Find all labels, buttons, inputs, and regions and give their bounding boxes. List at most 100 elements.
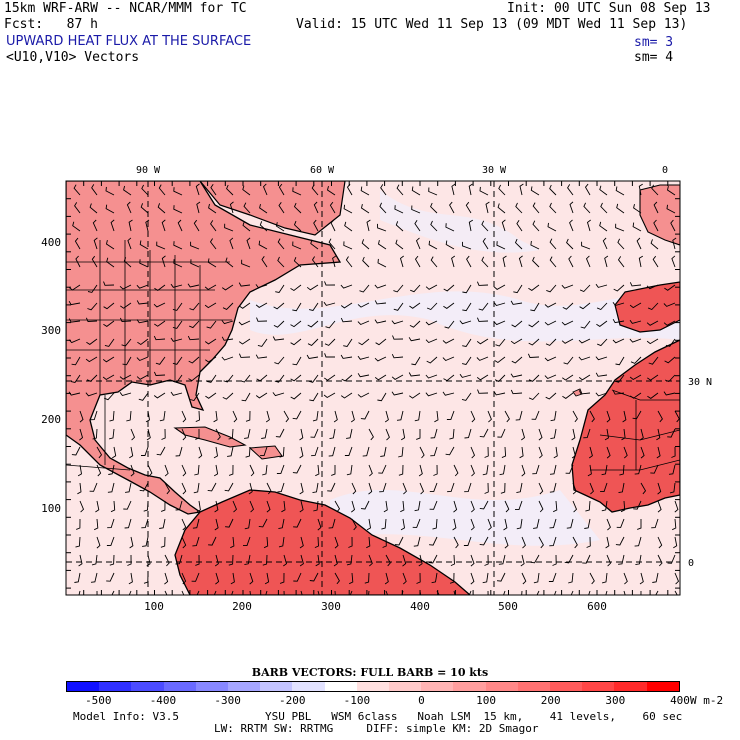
wind-barb [520,554,525,567]
wind-barb [261,428,268,439]
wind-barb [521,536,526,549]
wind-barb [481,220,489,232]
wind-barb [85,356,98,363]
wind-barb [238,320,251,326]
wind-barb [161,255,166,268]
physics-line-2: LW: RRTM SW: RRTMG DIFF: simple KM: 2D S… [214,722,539,735]
wind-barb [259,203,268,214]
wind-barb [566,518,574,529]
wind-barb [586,536,591,548]
wind-barb [584,518,591,529]
wind-barb [411,186,421,196]
wind-barb [468,219,474,232]
wind-barb [657,482,662,495]
vector-name: <U10,V10> Vectors [6,50,140,65]
wind-barb [308,374,319,383]
wind-barb [663,391,676,396]
wind-barb [309,392,319,402]
wind-barb [544,356,557,362]
wind-barb [96,536,101,549]
wind-barb [106,572,115,582]
wind-barb [549,482,557,493]
wind-barb [119,284,132,290]
wind-barb [143,500,149,512]
wind-barb [221,284,234,291]
wind-barb [104,338,115,347]
wind-barb [242,221,251,232]
wind-barb [510,373,523,378]
wind-barb [293,572,302,582]
wind-barb [343,241,353,250]
wind-barb [377,239,387,250]
wind-barb [395,221,404,232]
wind-barb [532,202,540,214]
wind-barb [306,354,319,359]
color-scale-bar [66,681,680,692]
wind-barb [670,219,676,232]
wind-barb [207,482,217,492]
wind-barb [601,464,608,476]
wind-barb [398,446,404,458]
wind-barb [136,374,149,380]
wind-barb [655,590,659,595]
wind-barb [331,465,336,476]
wind-barb [344,446,353,456]
wind-barb [501,219,506,232]
wind-barb [249,464,255,477]
wind-barb [672,518,677,531]
x-tick-200: 200 [232,600,252,613]
wind-barb [125,482,132,493]
wind-barb [638,183,643,196]
wind-barb [195,554,200,566]
wind-barb [493,284,506,290]
wind-barb [299,446,304,459]
wind-barb [651,518,659,529]
wind-barb [428,240,438,250]
wind-barb [156,446,166,456]
wind-barb [432,518,438,530]
wind-barb [357,302,370,308]
wind-barb [224,482,234,492]
wind-barb [663,302,676,307]
wind-barb [377,258,387,268]
wind-barb [238,353,251,358]
wind-barb [74,202,81,214]
wind-barb [425,320,438,326]
wind-barb [578,374,591,381]
wind-barb [377,223,387,232]
wind-barb [104,392,115,401]
wind-barb [89,482,98,492]
wind-barb [579,302,591,310]
wind-barb [549,184,557,196]
color-swatch [292,682,325,691]
cool-ocean-zone [250,291,680,342]
wind-barb [396,410,404,421]
model-title: 15km WRF-ARW -- NCAR/MMM for TC [4,1,247,16]
wind-barb [538,536,544,549]
y-tick-300: 300 [41,324,61,337]
wind-barb [334,536,339,549]
wind-barb [494,374,506,382]
wind-barb [96,590,98,595]
color-swatch [195,682,229,691]
wind-barb [72,221,81,232]
model-info: Model Info: V3.5 [73,710,179,723]
wind-barb [629,302,642,309]
wind-barb [482,464,489,476]
wind-barb [255,302,268,308]
wind-barb [87,284,98,293]
wind-barb [317,518,322,531]
wind-barb [195,429,200,440]
wind-barb [194,464,200,476]
wind-barb [374,319,387,324]
wind-barb [569,219,574,232]
wind-barb [127,554,132,566]
color-swatch [356,682,390,691]
wind-barb [222,302,234,310]
color-scale-label: -100 [343,694,371,707]
wind-barb [496,241,506,250]
wind-barb [446,410,455,420]
wind-barb [629,338,642,343]
wind-barb [402,482,407,495]
wind-barb [583,202,591,214]
